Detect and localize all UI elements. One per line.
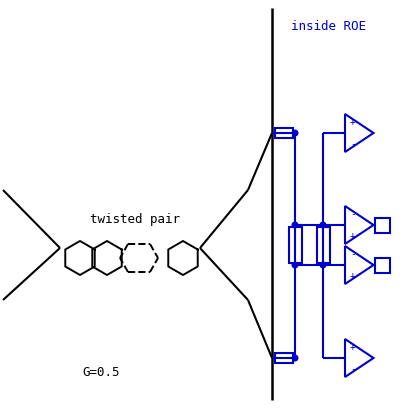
Bar xyxy=(275,353,293,363)
Circle shape xyxy=(292,355,298,361)
Text: G=0.5: G=0.5 xyxy=(82,366,120,379)
Circle shape xyxy=(292,262,298,268)
Circle shape xyxy=(292,130,298,136)
Circle shape xyxy=(320,222,326,228)
Bar xyxy=(375,217,390,233)
Text: inside ROE: inside ROE xyxy=(291,20,366,33)
Text: -: - xyxy=(350,139,356,149)
Polygon shape xyxy=(345,339,373,377)
Polygon shape xyxy=(345,246,373,284)
Polygon shape xyxy=(345,114,373,152)
Bar xyxy=(375,257,390,273)
Text: -: - xyxy=(350,249,356,259)
Text: -: - xyxy=(350,364,356,374)
Text: +: + xyxy=(350,342,356,352)
Text: +: + xyxy=(350,271,356,281)
Circle shape xyxy=(292,222,298,228)
Polygon shape xyxy=(345,206,373,244)
Circle shape xyxy=(320,262,326,268)
Text: +: + xyxy=(350,231,356,241)
Text: twisted pair: twisted pair xyxy=(90,213,180,226)
Bar xyxy=(288,227,302,263)
Bar xyxy=(317,227,330,263)
Text: -: - xyxy=(350,209,356,219)
Bar xyxy=(275,128,293,138)
Text: +: + xyxy=(350,117,356,127)
